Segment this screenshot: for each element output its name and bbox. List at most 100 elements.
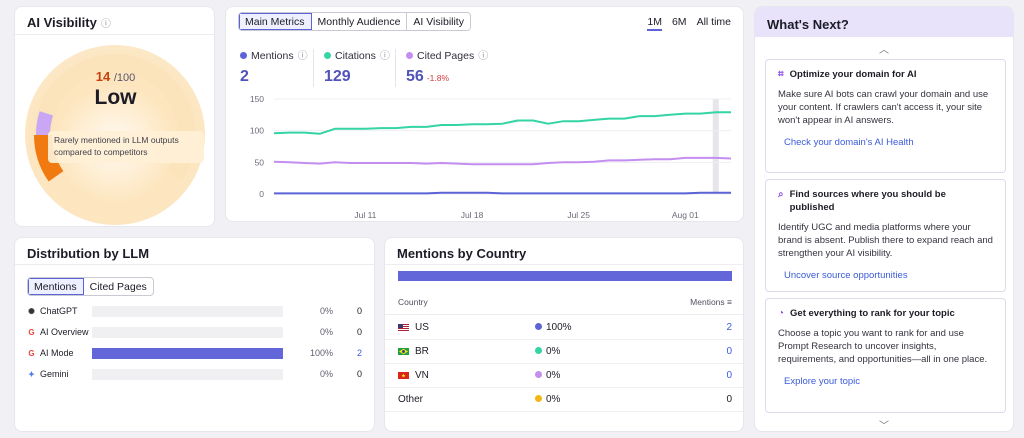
google-icon: G	[28, 348, 35, 358]
country-share: 0%	[535, 346, 560, 357]
visibility-level: Low	[94, 86, 137, 109]
country-share-dot	[535, 347, 542, 354]
llm-count: 0	[356, 369, 362, 379]
tip-title: Find sources where you should be publish…	[789, 189, 946, 213]
visibility-note: Rarely mentioned in LLM outputs compared…	[48, 131, 204, 163]
metric-cited-pages-value: 56	[406, 68, 424, 85]
country-row: BR 0% 0	[385, 340, 743, 364]
tip-body: Make sure AI bots can crawl your domain …	[778, 89, 989, 126]
country-header: Mentions by Country	[385, 238, 743, 265]
x-tick-label: Jul 11	[354, 210, 376, 220]
country-share-value: 0%	[546, 394, 561, 405]
chevron-down-icon[interactable]: ﹀	[879, 421, 889, 432]
range-6m[interactable]: 6M	[671, 16, 687, 28]
sort-icon[interactable]: ≡	[727, 297, 732, 307]
country-count[interactable]: 0	[726, 346, 732, 357]
llm-percent: 100%	[309, 348, 333, 358]
llm-name-cell: ✺ ChatGPT	[27, 306, 78, 316]
metric-mentions[interactable]: Mentions ⓘ 2	[240, 47, 308, 86]
y-tick-label: 50	[255, 157, 265, 167]
llm-share-bar	[92, 348, 283, 359]
whats-next-title: What's Next?	[767, 17, 849, 32]
metric-cited-pages-delta: -1.8%	[426, 73, 450, 83]
llm-row: G AI Mode 100% 2	[27, 347, 367, 361]
y-tick-label: 0	[259, 189, 264, 199]
llm-count[interactable]: 2	[356, 348, 362, 358]
distribution-header: Distribution by LLM	[15, 238, 374, 265]
chevron-up-icon[interactable]: ︿	[879, 45, 889, 56]
ai-visibility-card: AI Visibility ⓘ 14 /100 Low Rarely mentio…	[14, 6, 215, 227]
score-value: 14	[95, 69, 111, 84]
llm-percent: 0%	[319, 327, 333, 337]
country-row: US 100% 2	[385, 316, 743, 340]
tip-link-domain-health[interactable]: Check your domain's AI Health	[784, 137, 914, 148]
metrics-tab-group: Main Metrics Monthly Audience AI Visibil…	[238, 12, 471, 31]
llm-name-cell: ✦ Gemini	[27, 369, 68, 379]
whats-next-panel: What's Next? ︿ ⌗ Optimize your domain for…	[754, 6, 1014, 432]
metric-divider	[313, 49, 314, 87]
llm-name-cell: G AI Overview	[27, 327, 89, 337]
ai-visibility-title: AI Visibility	[27, 15, 97, 30]
llm-name: AI Overview	[40, 327, 89, 337]
gauge-competitor-band	[35, 111, 54, 136]
tip-body: Identify UGC and media platforms where y…	[778, 222, 993, 259]
range-selector: 1M 6M All time	[647, 16, 731, 31]
range-all-time[interactable]: All time	[696, 16, 731, 28]
metric-citations[interactable]: Citations ⓘ 129	[324, 47, 390, 86]
google-icon: G	[28, 327, 35, 337]
tip-optimize-domain: ⌗ Optimize your domain for AI Make sure A…	[765, 59, 1006, 173]
info-icon[interactable]: ⓘ	[297, 51, 308, 62]
x-tick-label: Aug 01	[672, 210, 699, 220]
metrics-chart-card: Main Metrics Monthly Audience AI Visibil…	[225, 6, 744, 222]
metric-citations-label: Citations	[335, 50, 376, 62]
domain-optimize-icon: ⌗	[778, 69, 784, 80]
country-count[interactable]: 2	[726, 322, 732, 333]
info-icon[interactable]: ⓘ	[379, 51, 390, 62]
metric-cited-pages-label: Cited Pages	[417, 50, 475, 62]
metric-mentions-value: 2	[240, 68, 249, 85]
tip-link-explore-topic[interactable]: Explore your topic	[784, 376, 861, 387]
tip-find-sources: ⌕ Find sources where you should be publis…	[765, 179, 1006, 292]
llm-name: ChatGPT	[40, 306, 78, 316]
tab-monthly-audience[interactable]: Monthly Audience	[311, 13, 408, 30]
tab-mentions[interactable]: Mentions	[28, 278, 84, 295]
info-icon[interactable]: ⓘ	[478, 51, 489, 62]
tab-ai-visibility[interactable]: AI Visibility	[407, 13, 470, 30]
country-count[interactable]: 0	[726, 370, 732, 381]
y-tick-label: 150	[250, 94, 264, 104]
tip-link-source-opportunities[interactable]: Uncover source opportunities	[784, 270, 908, 281]
country-share-dot	[535, 323, 542, 330]
citations-legend-dot	[324, 52, 331, 59]
y-tick-label: 100	[250, 126, 264, 136]
series-line-cited-pages	[273, 156, 732, 166]
distribution-title: Distribution by LLM	[27, 246, 150, 261]
gemini-icon: ✦	[28, 369, 35, 379]
distribution-tab-group: Mentions Cited Pages	[27, 277, 154, 296]
col-mentions[interactable]: Mentions ≡	[690, 297, 732, 307]
tip-title: Get everything to rank for your topic	[790, 308, 955, 319]
metric-cited-pages[interactable]: Cited Pages ⓘ 56 -1.8%	[406, 47, 488, 86]
x-tick-label: Jul 18	[461, 210, 484, 220]
score-readout: 14 /100	[15, 69, 214, 84]
hover-band[interactable]	[712, 99, 719, 194]
series-line-citations	[273, 111, 731, 135]
tip-body: Choose a topic you want to rank for and …	[778, 328, 988, 365]
country-name: VN	[415, 370, 429, 381]
llm-share-bar	[92, 327, 283, 338]
distribution-card: Distribution by LLM Mentions Cited Pages…	[14, 237, 375, 432]
country-share-dot	[535, 395, 542, 402]
llm-name: AI Mode	[40, 348, 74, 358]
tip-rank-topic: ◔ Get everything to rank for your topic C…	[765, 298, 1006, 413]
tab-cited-pages[interactable]: Cited Pages	[89, 281, 147, 293]
tip-title: Optimize your domain for AI	[789, 69, 917, 80]
range-1m[interactable]: 1M	[647, 16, 662, 31]
country-share-dot	[535, 371, 542, 378]
score-max: /100	[113, 72, 136, 84]
info-icon[interactable]: ⓘ	[100, 19, 111, 30]
tab-main-metrics[interactable]: Main Metrics	[239, 13, 312, 30]
llm-share-fill	[92, 348, 283, 359]
country-share-value: 100%	[546, 322, 572, 333]
llm-percent: 0%	[319, 306, 333, 316]
country-share: 0%	[535, 370, 560, 381]
llm-share-bar	[92, 369, 283, 380]
